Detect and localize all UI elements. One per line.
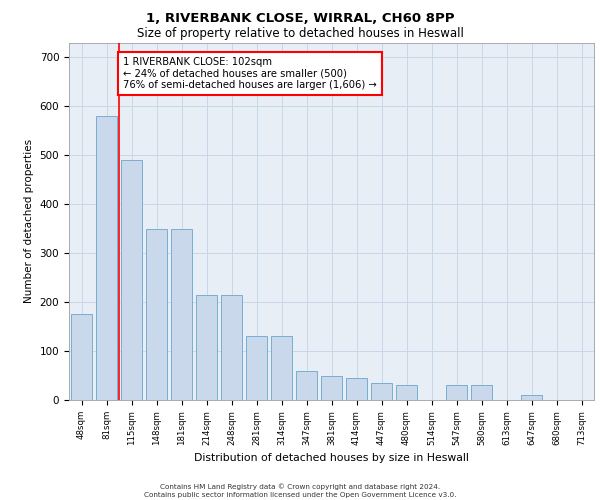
Bar xyxy=(96,116,117,400)
X-axis label: Distribution of detached houses by size in Heswall: Distribution of detached houses by size … xyxy=(194,453,469,463)
Bar xyxy=(196,294,217,400)
Text: Size of property relative to detached houses in Heswall: Size of property relative to detached ho… xyxy=(137,28,463,40)
Y-axis label: Number of detached properties: Number of detached properties xyxy=(24,139,34,304)
Bar xyxy=(171,228,192,400)
Bar xyxy=(146,228,167,400)
Text: 1 RIVERBANK CLOSE: 102sqm
← 24% of detached houses are smaller (500)
76% of semi: 1 RIVERBANK CLOSE: 102sqm ← 24% of detac… xyxy=(123,57,377,90)
Bar xyxy=(121,160,142,400)
Bar xyxy=(346,378,367,400)
Bar xyxy=(321,376,342,400)
Bar xyxy=(471,386,492,400)
Bar xyxy=(221,294,242,400)
Bar xyxy=(71,314,92,400)
Bar xyxy=(296,370,317,400)
Text: Contains HM Land Registry data © Crown copyright and database right 2024.
Contai: Contains HM Land Registry data © Crown c… xyxy=(144,484,456,498)
Bar xyxy=(371,383,392,400)
Bar xyxy=(446,386,467,400)
Bar xyxy=(246,336,267,400)
Bar xyxy=(396,386,417,400)
Text: 1, RIVERBANK CLOSE, WIRRAL, CH60 8PP: 1, RIVERBANK CLOSE, WIRRAL, CH60 8PP xyxy=(146,12,454,26)
Bar xyxy=(521,395,542,400)
Bar xyxy=(271,336,292,400)
